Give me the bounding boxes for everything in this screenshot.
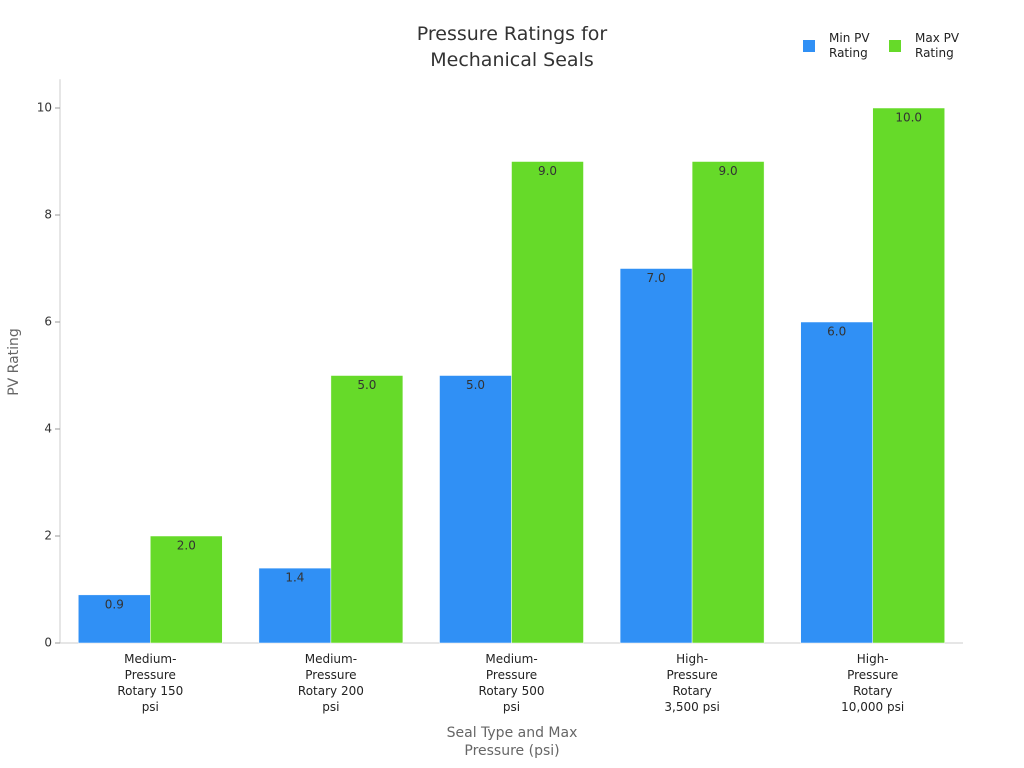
value-label: 6.0 xyxy=(827,325,846,339)
bar xyxy=(330,375,404,644)
y-axis-label: PV Rating xyxy=(6,328,22,396)
value-label: 2.0 xyxy=(177,539,196,553)
legend-swatch xyxy=(803,40,815,52)
bar xyxy=(691,161,765,644)
y-tick-label: 4 xyxy=(44,422,52,436)
bar xyxy=(258,567,332,644)
y-tick-label: 0 xyxy=(44,636,52,650)
value-label: 0.9 xyxy=(105,597,124,611)
chart-title: Pressure Ratings for Mechanical Seals xyxy=(416,23,608,71)
bar xyxy=(872,107,945,644)
legend-swatch xyxy=(889,40,901,52)
value-label: 5.0 xyxy=(466,378,485,392)
legend-label: Max PV Rating xyxy=(915,31,960,60)
y-tick-label: 8 xyxy=(44,208,52,222)
value-label: 9.0 xyxy=(538,164,557,178)
value-label: 7.0 xyxy=(647,271,666,285)
value-label: 9.0 xyxy=(719,164,738,178)
x-tick-label: Medium-Pressure Rotary 200 psi xyxy=(297,652,364,714)
y-tick-label: 10 xyxy=(37,101,52,115)
x-axis-label: Seal Type and Max Pressure (psi) xyxy=(446,725,578,759)
bar xyxy=(150,535,223,644)
bar xyxy=(619,268,693,644)
value-label: 5.0 xyxy=(357,378,376,392)
legend-label: Min PV Rating xyxy=(829,31,870,60)
bar xyxy=(511,161,584,644)
bar xyxy=(439,375,512,644)
bar xyxy=(78,594,151,644)
value-label: 1.4 xyxy=(285,571,304,585)
x-tick-label: Medium-Pressure Rotary 150 psi xyxy=(117,652,184,714)
value-label: 10.0 xyxy=(895,111,922,125)
y-tick-label: 2 xyxy=(44,529,52,543)
x-tick-label: High-Pressure Rotary 3,500 psi xyxy=(664,652,720,714)
bar xyxy=(800,321,873,644)
y-tick-label: 6 xyxy=(44,315,52,329)
x-tick-label: Medium-Pressure Rotary 500 psi xyxy=(478,652,545,714)
x-tick-label: High-Pressure Rotary 10,000 psi xyxy=(841,652,905,714)
